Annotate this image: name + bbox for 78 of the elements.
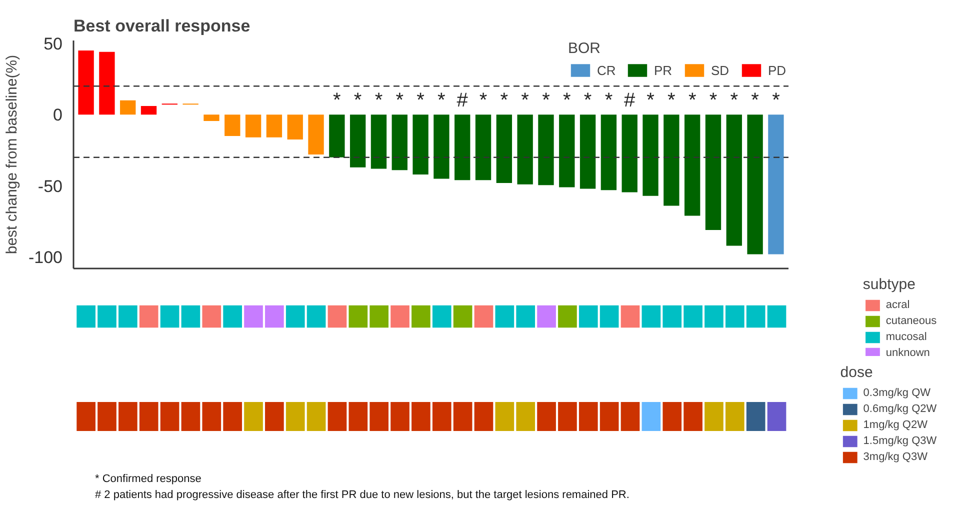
bar xyxy=(224,114,240,136)
text: * xyxy=(374,90,383,112)
legend-label: 0.3mg/kg QW xyxy=(863,386,931,400)
text: * xyxy=(542,90,550,112)
legend-title: subtype xyxy=(862,276,916,293)
bar xyxy=(204,114,220,122)
bar xyxy=(622,114,638,192)
bar xyxy=(245,114,262,138)
legend-label: 1.5mg/kg Q3W xyxy=(863,434,937,448)
text: * xyxy=(730,90,738,112)
legend-title: BOR xyxy=(568,40,602,57)
text: * xyxy=(646,90,654,112)
bar xyxy=(705,114,722,230)
legend-label: 1mg/kg Q2W xyxy=(863,418,928,432)
bar xyxy=(370,114,387,169)
legend-title: dose xyxy=(840,364,874,381)
legend-label: mucosal xyxy=(886,330,927,344)
bar xyxy=(642,114,658,196)
text: * xyxy=(584,90,592,112)
bar xyxy=(768,114,784,254)
text: * xyxy=(416,90,424,112)
bar xyxy=(266,114,282,138)
bar xyxy=(496,114,512,183)
bar xyxy=(287,114,303,140)
legend-label: PR xyxy=(654,62,674,78)
bar xyxy=(726,114,742,246)
text: * xyxy=(668,90,676,112)
text: * xyxy=(333,90,341,112)
legend-label: cutaneous xyxy=(886,314,937,328)
text: * xyxy=(772,90,780,112)
text: * xyxy=(751,90,759,112)
legend-label: CR xyxy=(597,62,617,78)
bar xyxy=(308,114,324,154)
bar xyxy=(392,114,408,170)
text: * xyxy=(563,90,571,112)
text: # 2 patients had progressive disease after the first PR due to new lesions, but the target lesions remained PR. xyxy=(95,488,630,503)
text: * xyxy=(479,90,488,112)
y-axis-title: best change from baseline(%) xyxy=(3,54,20,254)
bar xyxy=(538,114,554,186)
bar xyxy=(580,114,596,189)
bar xyxy=(600,114,617,190)
y-tick-label: 50 xyxy=(44,34,63,54)
bar xyxy=(329,114,345,158)
bar xyxy=(664,114,680,206)
bar xyxy=(747,114,763,254)
text: * xyxy=(521,90,529,112)
legend-label: unknown xyxy=(886,346,930,358)
y-tick-label: 0 xyxy=(53,106,63,125)
bar xyxy=(517,114,533,184)
bar xyxy=(78,50,94,115)
legend-label: SD xyxy=(711,62,730,78)
text: * xyxy=(709,90,718,112)
bar xyxy=(454,114,470,180)
text: # xyxy=(456,90,468,112)
y-tick-label: -50 xyxy=(38,176,63,196)
y-tick-label: -100 xyxy=(28,248,63,268)
bar xyxy=(120,100,136,115)
text: * xyxy=(688,90,696,112)
bar xyxy=(350,114,366,168)
text: * xyxy=(354,90,362,112)
text: # xyxy=(624,90,636,112)
bar xyxy=(559,114,575,188)
legend-label: acral xyxy=(886,298,910,312)
bar xyxy=(434,114,450,179)
text: * xyxy=(396,90,404,112)
bar xyxy=(475,114,492,180)
text: * xyxy=(438,90,446,112)
text: * Confirmed response xyxy=(95,472,202,487)
chart-title: Best overall response xyxy=(74,16,250,36)
legend-label: 3mg/kg Q3W xyxy=(863,450,928,464)
bar xyxy=(99,52,115,115)
bar xyxy=(140,106,157,115)
text: * xyxy=(604,90,613,112)
legend-label: 0.6mg/kg Q2W xyxy=(863,402,937,416)
legend-label: PD xyxy=(768,62,788,78)
bar xyxy=(684,114,700,216)
bar xyxy=(412,114,428,174)
text: * xyxy=(500,90,508,112)
